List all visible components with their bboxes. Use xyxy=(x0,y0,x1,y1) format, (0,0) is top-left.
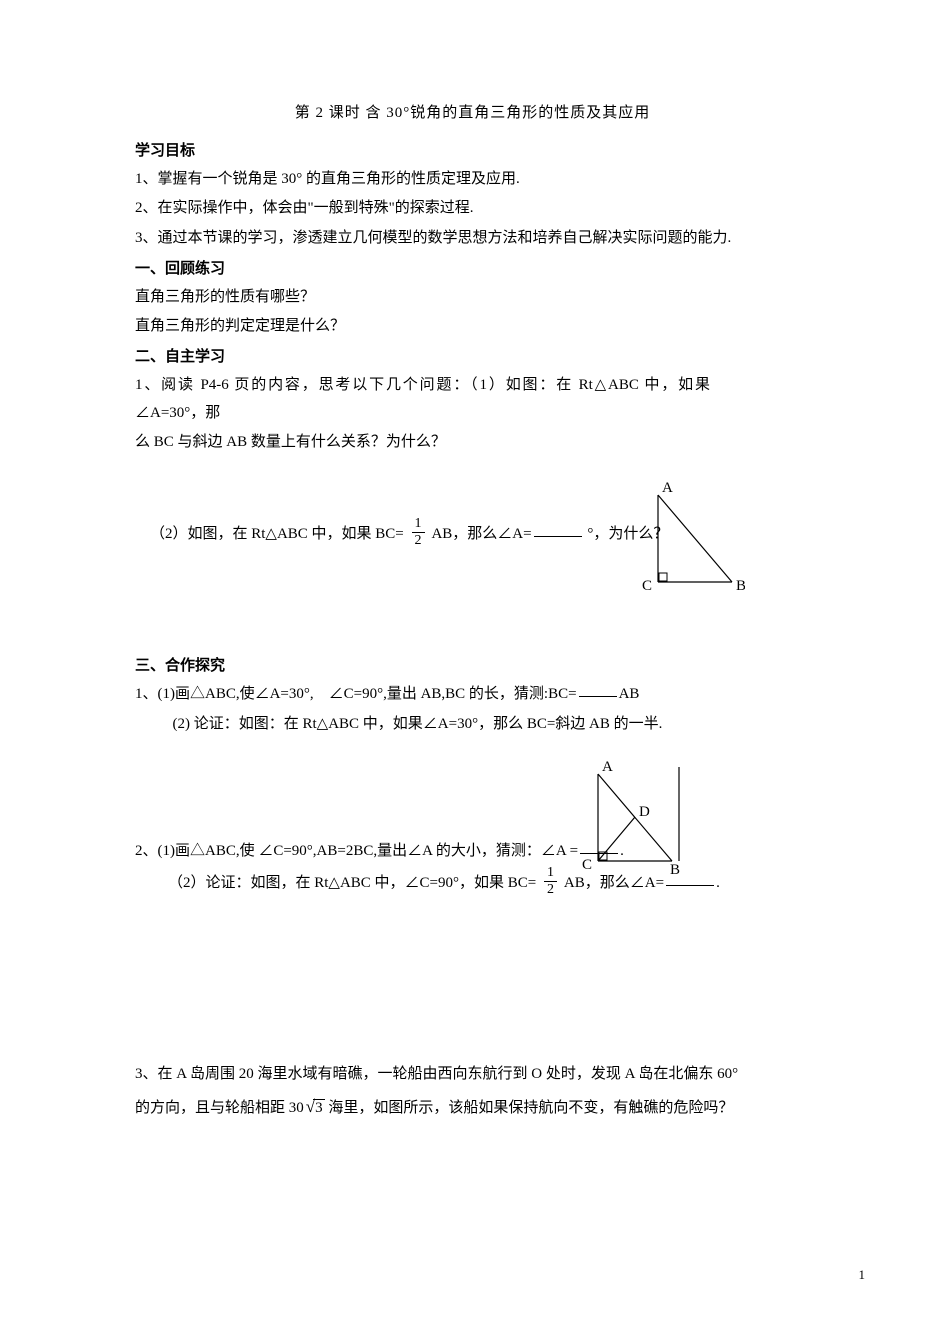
sqrt-3: 3 xyxy=(306,1091,325,1123)
blank-bc xyxy=(579,682,617,697)
collab-header: 三、合作探究 xyxy=(135,653,810,681)
self-study-header: 二、自主学习 xyxy=(135,344,810,372)
label-b: B xyxy=(736,578,745,594)
collab-2-1-text: 2、(1)画△ABC,使 ∠C=90°,AB=2BC,量出∠A 的大小，猜测：∠… xyxy=(135,843,578,859)
page-number: 1 xyxy=(859,1263,866,1287)
collab-3a: 3、在 A 岛周围 20 海里水域有暗礁，一轮船由西向东航行到 O 处时，发现 … xyxy=(135,1061,810,1089)
collab-2-1: 2、(1)画△ABC,使 ∠C=90°,AB=2BC,量出∠A 的大小，猜测：∠… xyxy=(135,838,810,866)
blank-angle-a2 xyxy=(580,839,618,854)
collab-1-1-text: 1、(1)画△ABC,使∠A=30°, ∠C=90°,量出 AB,BC 的长，猜… xyxy=(135,686,577,702)
review-q2: 直角三角形的判定定理是什么？ xyxy=(135,313,810,341)
label-c: C xyxy=(642,578,652,594)
sqrt-radicand: 3 xyxy=(313,1099,325,1116)
label-c2: C xyxy=(582,857,592,873)
self-study-2-prefix: （2）如图，在 Rt△ABC 中，如果 BC= xyxy=(150,526,404,542)
fraction-half-1: 1 2 xyxy=(412,517,425,548)
figure-triangle-1: A B C xyxy=(640,482,745,613)
frac-den-2: 2 xyxy=(544,882,557,897)
objective-3: 3、通过本节课的学习，渗透建立几何模型的数学思想方法和培养自己解决实际问题的能力… xyxy=(135,225,810,253)
self-study-2-mid: AB，那么∠A= xyxy=(431,526,531,542)
collab-2-2-suffix: . xyxy=(716,875,720,891)
collab-3b-suffix: 海里，如图所示，该船如果保持航向不变，有触礁的危险吗？ xyxy=(325,1100,734,1116)
collab-1-2: (2) 论证：如图：在 Rt△ABC 中，如果∠A=30°，那么 BC=斜边 A… xyxy=(158,711,811,739)
frac-num: 1 xyxy=(412,517,425,533)
collab-2-2: （2）论证：如图，在 Rt△ABC 中，∠C=90°，如果 BC= 1 2 AB… xyxy=(168,868,810,899)
frac-den: 2 xyxy=(412,533,425,548)
review-q1: 直角三角形的性质有哪些？ xyxy=(135,284,810,312)
collab-1-1: 1、(1)画△ABC,使∠A=30°, ∠C=90°,量出 AB,BC 的长，猜… xyxy=(135,681,810,709)
self-study-q1: 1、阅读 P4-6 页的内容，思考以下几个问题：（1）如图：在 Rt△ABC 中… xyxy=(135,372,810,457)
blank-angle-a3 xyxy=(666,871,714,886)
self-study-1a: 1、阅读 P4-6 页的内容，思考以下几个问题：（1）如图：在 Rt△ABC 中… xyxy=(135,372,710,428)
label-a: A xyxy=(662,482,673,496)
objectives-header: 学习目标 xyxy=(135,138,810,166)
review-header: 一、回顾练习 xyxy=(135,256,810,284)
objective-2: 2、在实际操作中，体会由"一般到特殊"的探索过程. xyxy=(135,195,810,223)
collab-3b: 的方向，且与轮船相距 30 3 海里，如图所示，该船如果保持航向不变，有触礁的危险… xyxy=(135,1091,810,1123)
collab-2-2-prefix: （2）论证：如图，在 Rt△ABC 中，∠C=90°，如果 BC= xyxy=(168,875,536,891)
self-study-1b: 么 BC 与斜边 AB 数量上有什么关系？为什么？ xyxy=(135,429,710,457)
collab-3b-prefix: 的方向，且与轮船相距 30 xyxy=(135,1100,304,1116)
triangle-abc-2-svg: A B C D xyxy=(580,761,695,881)
objective-1: 1、掌握有一个锐角是 30° 的直角三角形的性质定理及应用. xyxy=(135,166,810,194)
frac-num-2: 1 xyxy=(544,866,557,882)
triangle-abc-1-svg: A B C xyxy=(640,482,745,602)
blank-angle-a xyxy=(534,522,582,537)
collab-1-1-ab: AB xyxy=(619,686,640,702)
page-title: 第 2 课时 含 30°锐角的直角三角形的性质及其应用 xyxy=(135,100,810,128)
document-body: 第 2 课时 含 30°锐角的直角三角形的性质及其应用 学习目标 1、掌握有一个… xyxy=(135,100,810,1123)
label-d: D xyxy=(639,804,650,820)
label-a2: A xyxy=(602,761,613,775)
fraction-half-2: 1 2 xyxy=(544,866,557,897)
